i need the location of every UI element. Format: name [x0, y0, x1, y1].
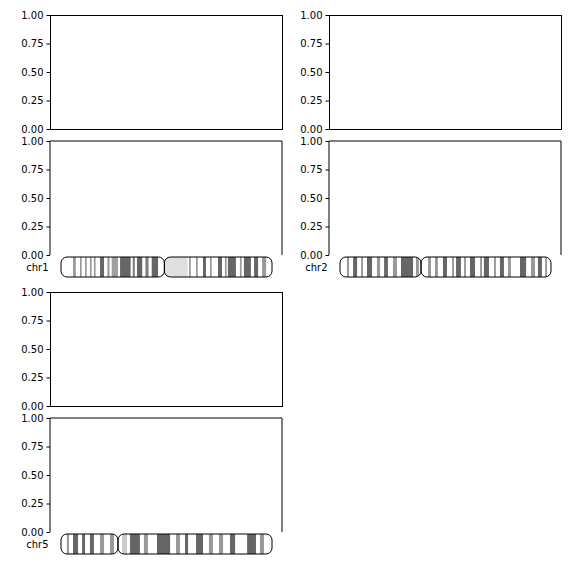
svg-text:1.00: 1.00 [21, 287, 43, 298]
svg-text:chr2: chr2 [305, 262, 327, 273]
svg-text:0.00: 0.00 [21, 124, 43, 135]
svg-text:0.00: 0.00 [21, 250, 43, 261]
svg-text:chr5: chr5 [26, 539, 48, 550]
svg-text:0.50: 0.50 [21, 193, 43, 204]
svg-text:0.25: 0.25 [300, 221, 322, 232]
svg-text:0.00: 0.00 [300, 124, 322, 135]
svg-text:0.25: 0.25 [21, 95, 43, 106]
svg-text:0.25: 0.25 [21, 221, 43, 232]
svg-text:chr1: chr1 [26, 262, 48, 273]
svg-text:0.50: 0.50 [21, 344, 43, 355]
svg-text:1.00: 1.00 [300, 136, 322, 147]
svg-text:0.50: 0.50 [21, 67, 43, 78]
svg-text:0.75: 0.75 [21, 164, 43, 175]
svg-text:0.50: 0.50 [300, 193, 322, 204]
svg-text:0.50: 0.50 [21, 470, 43, 481]
svg-text:0.50: 0.50 [300, 67, 322, 78]
svg-text:0.25: 0.25 [21, 372, 43, 383]
svg-text:0.75: 0.75 [21, 441, 43, 452]
svg-text:0.75: 0.75 [21, 315, 43, 326]
svg-text:0.75: 0.75 [300, 164, 322, 175]
svg-text:1.00: 1.00 [21, 413, 43, 424]
svg-text:0.75: 0.75 [300, 38, 322, 49]
svg-text:0.00: 0.00 [21, 527, 43, 538]
svg-text:1.00: 1.00 [21, 136, 43, 147]
svg-text:0.25: 0.25 [300, 95, 322, 106]
svg-text:1.00: 1.00 [21, 10, 43, 21]
svg-text:1.00: 1.00 [300, 10, 322, 21]
svg-text:0.25: 0.25 [21, 498, 43, 509]
svg-text:0.75: 0.75 [21, 38, 43, 49]
svg-text:0.00: 0.00 [21, 401, 43, 412]
svg-text:0.00: 0.00 [300, 250, 322, 261]
